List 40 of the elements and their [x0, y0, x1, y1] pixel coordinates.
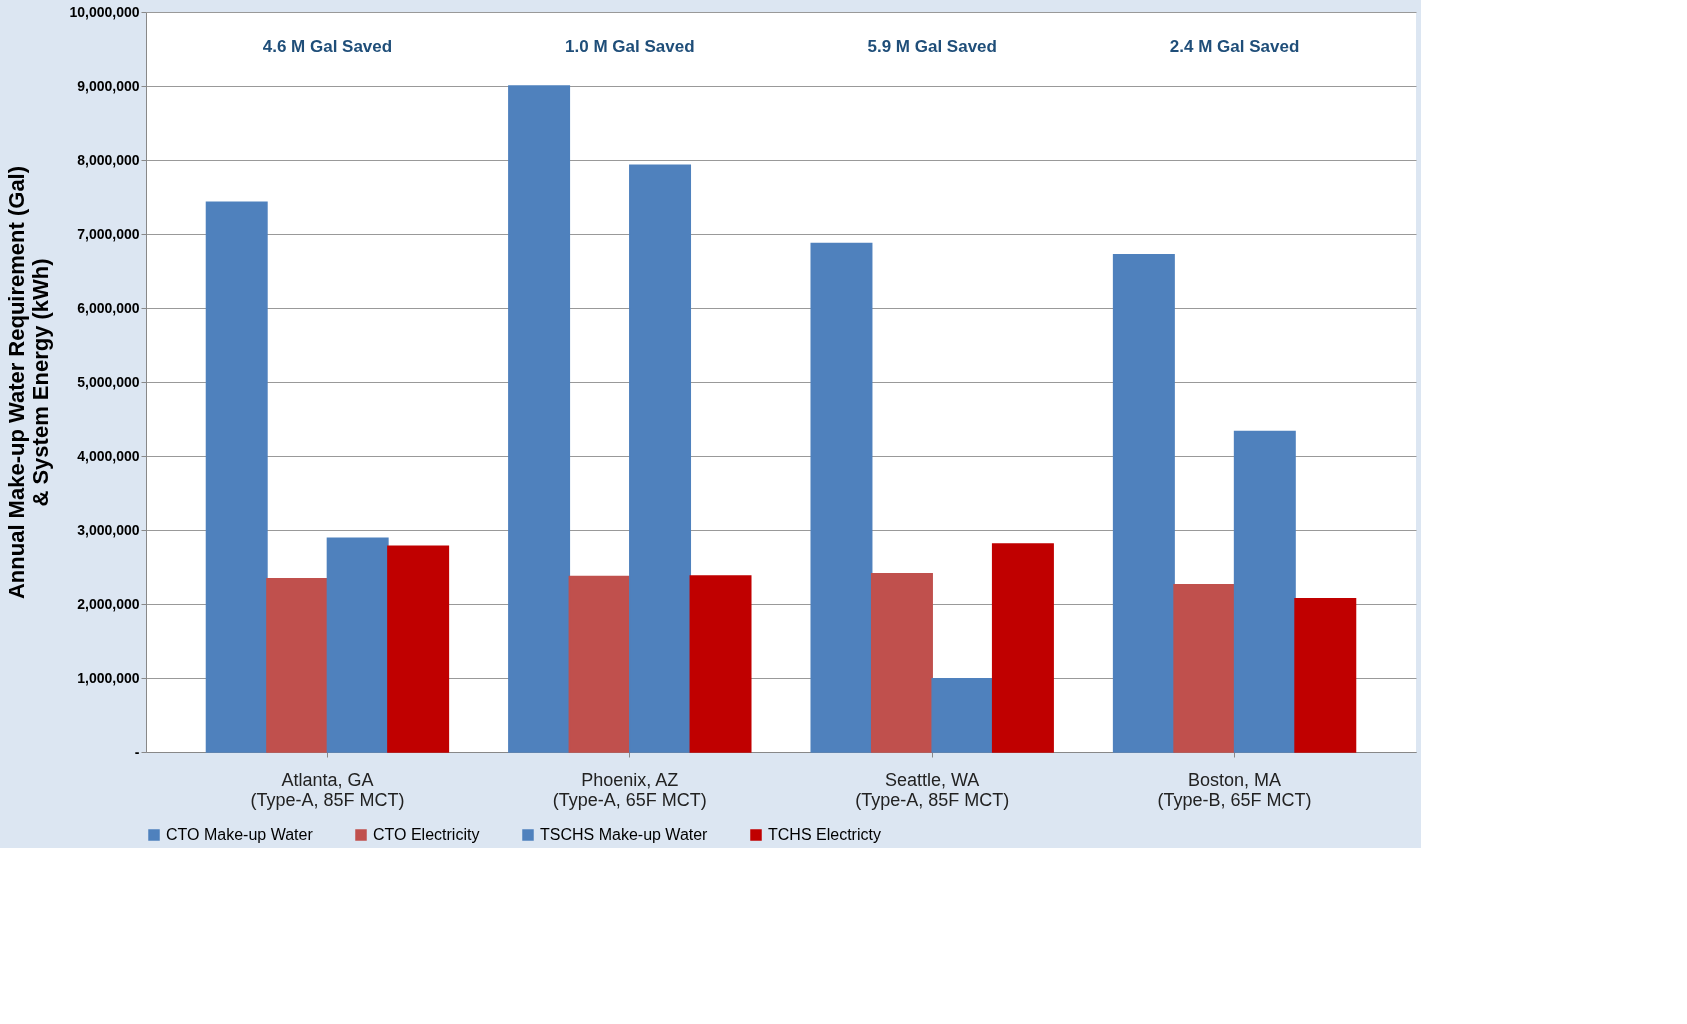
y-axis-title: Annual Make-up Water Requirement (Gal) & System Energy (kWh): [4, 165, 54, 600]
y-tick-label: 1,000,000: [77, 669, 140, 686]
annotation: 2.4 M Gal Saved: [1169, 37, 1300, 56]
x-tick-label: Boston, MA (Type-B, 65F MCT): [1157, 769, 1312, 810]
bar: [266, 578, 329, 753]
bar: [931, 677, 994, 753]
bar: [810, 242, 873, 753]
bar: [205, 201, 268, 753]
bar: [870, 572, 933, 753]
bar: [568, 575, 631, 753]
legend-label: TSCHS Make-up Water: [540, 826, 709, 843]
legend-label: CTO Electricity: [373, 826, 480, 843]
legend-label: TCHS Electricty: [768, 826, 881, 843]
bar: [1112, 253, 1175, 753]
bar: [991, 543, 1054, 753]
bar: [1233, 430, 1296, 753]
x-tick-label: Phoenix, AZ (Type-A, 65F MCT): [552, 769, 707, 810]
x-tick-label: Seattle, WA (Type-A, 85F MCT): [855, 769, 1010, 810]
legend-label: CTO Make-up Water: [166, 826, 314, 843]
y-tick-label: 10,000,000: [69, 3, 140, 20]
bar: [629, 164, 692, 753]
annotation: 1.0 M Gal Saved: [565, 37, 695, 56]
y-tick-label: 6,000,000: [77, 299, 140, 316]
x-tick-label: Atlanta, GA (Type-A, 85F MCT): [250, 769, 405, 810]
bar: [508, 85, 571, 753]
annotation: 5.9 M Gal Saved: [867, 37, 997, 56]
y-tick-label: 8,000,000: [77, 151, 140, 168]
y-tick-label: 5,000,000: [77, 373, 140, 390]
bar: [387, 545, 450, 753]
y-tick-label: 7,000,000: [77, 225, 140, 242]
bar: [1173, 584, 1236, 753]
y-tick-label: 2,000,000: [77, 595, 140, 612]
y-tick-label: 9,000,000: [77, 77, 140, 94]
annotation: 4.6 M Gal Saved: [262, 37, 393, 56]
bar: [326, 537, 389, 753]
y-tick-label: 4,000,000: [77, 447, 140, 464]
bar: [1294, 598, 1357, 753]
bar: [689, 575, 752, 753]
y-tick-label: 3,000,000: [77, 521, 140, 538]
y-tick-label: -: [134, 743, 140, 760]
